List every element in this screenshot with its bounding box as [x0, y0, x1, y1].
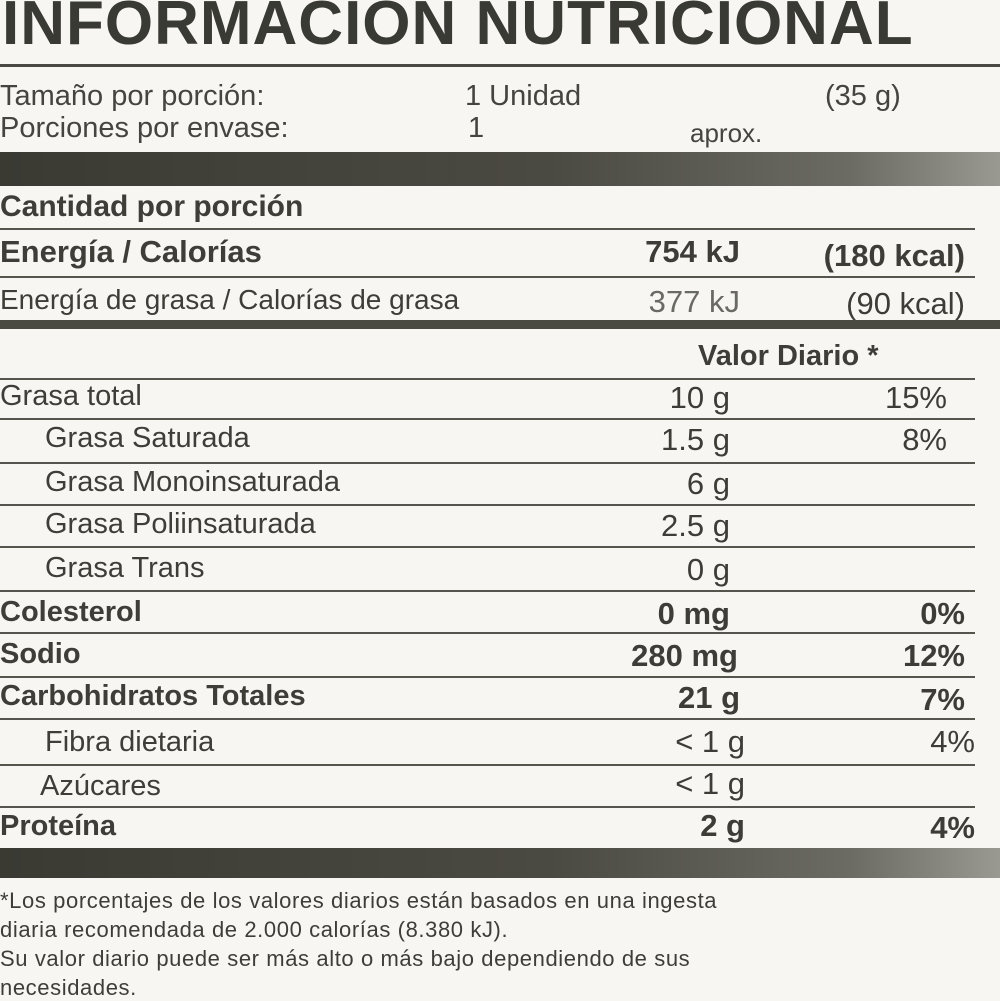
row-divider: [0, 504, 975, 506]
row-divider: [0, 590, 975, 592]
nutrient-label-dietary-fiber: Fibra dietaria: [45, 726, 215, 758]
footnote-line-3: Su valor diario puede ser más alto o más…: [0, 946, 691, 971]
nutrient-label-total-carbohydrates: Carbohidratos Totales: [0, 680, 306, 712]
nutrient-amount-sugars: < 1 g: [675, 766, 745, 801]
nutrient-label-total-fat: Grasa total: [0, 380, 142, 412]
serving-size-weight: (35 g): [825, 80, 901, 112]
thick-divider-bottom: [0, 848, 1000, 878]
amount-per-serving-heading: Cantidad por porción: [0, 190, 304, 223]
row-divider: [0, 276, 975, 278]
row-divider: [0, 418, 975, 420]
footnote-line-1: *Los porcentajes de los valores diarios …: [0, 888, 718, 913]
row-divider: [0, 718, 975, 720]
row-divider: [0, 676, 975, 678]
row-divider: [0, 546, 975, 548]
nutrient-amount-total-fat: 10 g: [669, 380, 730, 415]
nutrient-amount-trans-fat: 0 g: [686, 552, 730, 587]
nutrient-dv-total-fat: 15%: [884, 380, 947, 415]
nutrient-label-trans-fat: Grasa Trans: [45, 552, 205, 584]
thick-divider-middle: [0, 320, 1000, 329]
row-divider: [0, 764, 975, 766]
nutrient-dv-total-carbohydrates: 7%: [920, 682, 965, 717]
nutrient-amount-cholesterol: 0 mg: [657, 596, 730, 631]
row-divider: [0, 632, 975, 634]
energy-label: Energía / Calorías: [0, 234, 262, 269]
servings-per-container-note: aprox.: [690, 118, 763, 148]
daily-value-header: Valor Diario *: [698, 340, 879, 372]
nutrient-amount-protein: 2 g: [700, 808, 745, 843]
nutrient-label-sodium: Sodio: [0, 638, 81, 670]
nutrient-dv-cholesterol: 0%: [920, 596, 965, 631]
nutrient-amount-saturated-fat: 1.5 g: [661, 422, 730, 457]
fat-energy-label: Energía de grasa / Calorías de grasa: [0, 284, 460, 315]
fat-energy-kj: 377 kJ: [648, 284, 740, 319]
nutrient-dv-dietary-fiber: 4%: [930, 724, 975, 759]
title-divider: [0, 64, 1000, 67]
row-divider: [0, 806, 975, 808]
nutrient-label-polyunsaturated-fat: Grasa Poliinsaturada: [45, 508, 316, 540]
nutrient-amount-dietary-fiber: < 1 g: [675, 724, 745, 759]
row-divider: [0, 228, 975, 230]
nutrient-dv-saturated-fat: 8%: [902, 422, 947, 457]
nutrient-amount-monounsaturated-fat: 6 g: [686, 466, 730, 501]
nutrient-label-cholesterol: Colesterol: [0, 596, 142, 628]
servings-per-container-value: 1: [468, 112, 485, 144]
nutrient-label-monounsaturated-fat: Grasa Monoinsaturada: [45, 466, 340, 498]
nutrient-dv-protein: 4%: [930, 810, 975, 845]
footnote-line-4: necesidades.: [0, 975, 137, 1000]
energy-kcal: (180 kcal): [823, 238, 965, 273]
servings-per-container-label: Porciones por envase:: [0, 112, 289, 144]
nutrient-amount-polyunsaturated-fat: 2.5 g: [661, 508, 730, 543]
serving-size-label: Tamaño por porción:: [0, 80, 265, 112]
serving-size-value: 1 Unidad: [465, 80, 582, 112]
nutrient-label-sugars: Azúcares: [40, 770, 161, 802]
nutrient-label-saturated-fat: Grasa Saturada: [45, 422, 250, 454]
nutrient-amount-sodium: 280 mg: [631, 638, 738, 673]
row-divider: [0, 462, 975, 464]
fat-energy-kcal: (90 kcal): [846, 286, 965, 321]
thick-divider-top: [0, 152, 1000, 186]
footnote-line-2: diaria recomendada de 2.000 calorías (8.…: [0, 917, 509, 942]
nutrient-dv-sodium: 12%: [902, 638, 965, 673]
energy-kj: 754 kJ: [645, 234, 740, 269]
label-title: INFORMACION NUTRICIONAL: [2, 0, 914, 58]
nutrient-label-protein: Proteína: [0, 810, 117, 842]
nutrient-amount-total-carbohydrates: 21 g: [677, 680, 740, 715]
row-divider: [0, 378, 975, 380]
